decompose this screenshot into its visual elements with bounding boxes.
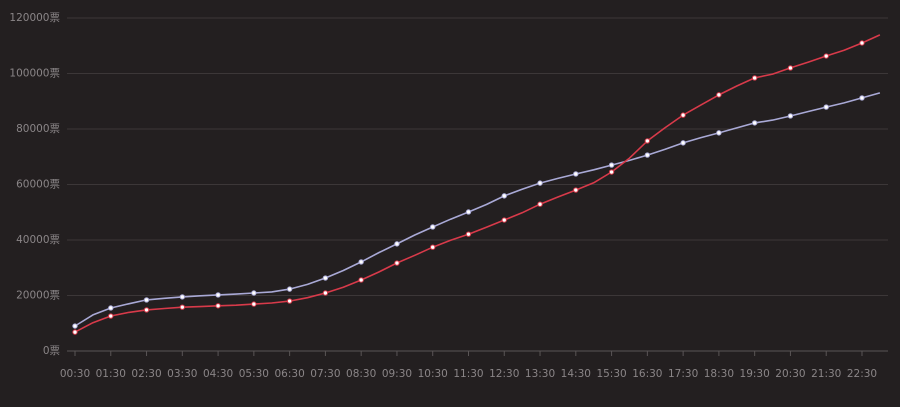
x-tick-label: 13:30	[525, 368, 555, 380]
x-tick-label: 07:30	[310, 368, 340, 380]
point	[644, 152, 651, 158]
x-tick-label: 04:30	[203, 368, 233, 380]
y-tick-label: 20000票	[16, 290, 60, 302]
point	[215, 292, 221, 298]
y-tick-label: 0票	[43, 345, 60, 357]
point	[787, 65, 794, 71]
y-tick-label: 120000票	[9, 12, 60, 24]
x-tick-label: 08:30	[346, 368, 376, 380]
x-tick-label: 09:30	[382, 368, 412, 380]
point	[537, 201, 543, 207]
point	[465, 209, 472, 215]
point	[537, 180, 543, 186]
point	[251, 301, 257, 307]
series-line	[74, 92, 881, 327]
x-tick-label: 01:30	[96, 368, 126, 380]
point	[108, 313, 114, 319]
series-line	[74, 34, 881, 333]
point	[501, 193, 507, 199]
x-tick-label: 03:30	[167, 368, 197, 380]
point	[680, 140, 686, 146]
point	[394, 241, 400, 247]
point	[465, 231, 472, 237]
point	[215, 303, 221, 309]
x-tick-label: 19:30	[740, 368, 770, 380]
point	[751, 75, 758, 81]
point	[286, 298, 293, 304]
x-tick-label: 11:30	[453, 368, 483, 380]
point	[787, 113, 794, 119]
point	[72, 323, 78, 329]
point	[501, 217, 507, 223]
point	[751, 120, 758, 126]
point	[680, 112, 686, 118]
point	[859, 95, 865, 101]
x-tick-label: 20:30	[775, 368, 805, 380]
y-tick-label: 40000票	[16, 234, 60, 246]
point	[823, 104, 829, 110]
point	[72, 329, 78, 335]
point	[644, 138, 651, 144]
x-tick-label: 17:30	[668, 368, 698, 380]
x-tick-label: 21:30	[811, 368, 841, 380]
x-tick-label: 14:30	[561, 368, 591, 380]
point	[322, 275, 329, 281]
x-tick-label: 05:30	[239, 368, 269, 380]
point	[394, 260, 400, 266]
x-tick-label: 12:30	[489, 368, 519, 380]
x-tick-label: 15:30	[596, 368, 626, 380]
y-tick-label: 80000票	[16, 123, 60, 135]
x-tick-label: 02:30	[131, 368, 161, 380]
point	[859, 40, 865, 46]
point	[358, 277, 364, 283]
point	[573, 171, 579, 177]
x-tick-label: 22:30	[847, 368, 877, 380]
point	[716, 130, 722, 136]
point	[716, 92, 722, 98]
x-tick-label: 00:30	[60, 368, 90, 380]
y-tick-label: 100000票	[9, 68, 60, 80]
point	[108, 305, 114, 311]
x-tick-label: 18:30	[704, 368, 734, 380]
point	[179, 294, 186, 300]
point	[251, 290, 257, 296]
point	[358, 259, 364, 265]
point	[322, 290, 329, 296]
x-tick-label: 06:30	[274, 368, 304, 380]
point	[573, 187, 579, 193]
point	[286, 286, 293, 292]
point	[430, 224, 436, 230]
point	[179, 304, 186, 310]
point	[143, 297, 150, 303]
point	[823, 53, 829, 59]
x-tick-label: 10:30	[418, 368, 448, 380]
point	[143, 307, 150, 313]
point	[430, 244, 436, 250]
point	[608, 162, 615, 168]
y-tick-label: 60000票	[16, 179, 60, 191]
x-tick-label: 16:30	[632, 368, 662, 380]
point	[608, 169, 615, 175]
